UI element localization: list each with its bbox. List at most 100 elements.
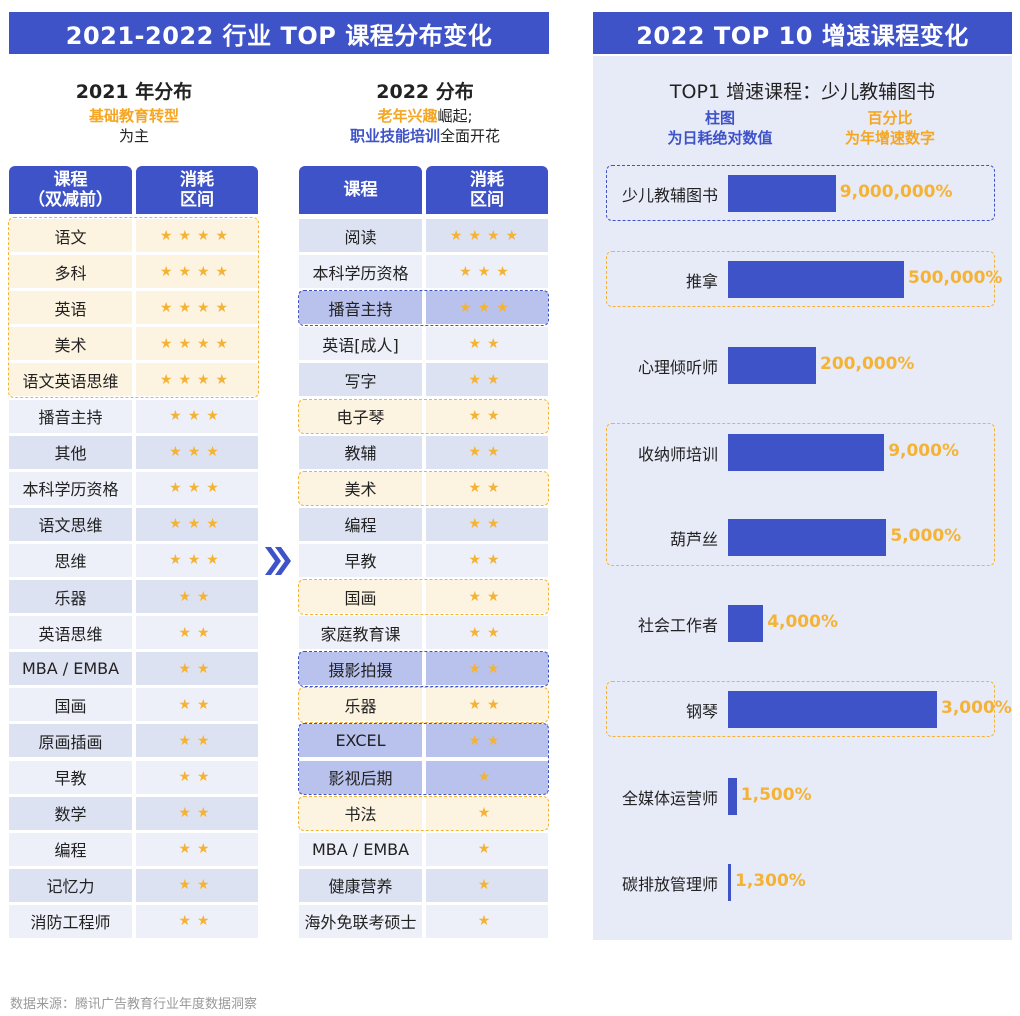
heading-2022: 2022 分布	[376, 81, 474, 103]
star-icon: ★★	[468, 588, 506, 605]
row-2022-level-cell: ★	[426, 760, 548, 794]
note-2022-a-rest: 崛起;	[437, 107, 473, 125]
growth-bar	[728, 346, 816, 384]
row-2021-course-cell: 语文英语思维	[9, 363, 132, 397]
row-2022-level-cell: ★★	[426, 543, 548, 577]
bar-value-label: 200,000%	[820, 354, 915, 374]
row-2021-course-cell: 早教	[9, 760, 132, 794]
row-2021-level-cell: ★★★★	[136, 219, 258, 252]
row-2022-course-cell: 英语[成人]	[299, 327, 422, 361]
row-2021-level-cell: ★★★★	[136, 327, 258, 361]
star-icon: ★★	[468, 408, 506, 424]
col-head-2021-course: 课程 （双减前）	[9, 166, 132, 214]
row-2021-course-cell: 英语	[9, 291, 132, 325]
row-2021-course-cell: 播音主持	[9, 399, 132, 433]
row-2021-level-cell: ★★★	[136, 543, 258, 577]
bar-category-label: 社会工作者	[637, 616, 718, 635]
star-icon: ★	[477, 805, 497, 822]
bar-value-label: 500,000%	[908, 268, 1003, 288]
row-2022-course-cell: 教辅	[299, 435, 422, 469]
star-icon: ★★	[178, 877, 216, 894]
note-2021: 基础教育转型 为主	[9, 106, 259, 146]
row-2022-course-cell: 摄影拍摄	[299, 652, 422, 686]
star-icon: ★★	[468, 335, 506, 352]
star-icon: ★★★	[169, 480, 225, 497]
star-icon: ★★★	[169, 552, 225, 569]
left-title-bar: 2021-2022 行业 TOP 课程分布变化	[9, 12, 549, 54]
star-icon: ★★	[468, 480, 506, 497]
row-2022-course-cell: 电子琴	[299, 399, 422, 433]
legend-pct: 百分比 为年增速数字	[820, 108, 960, 148]
bar-value-label: 9,000,000%	[839, 182, 953, 202]
star-icon: ★★	[468, 660, 506, 677]
growth-bar	[728, 433, 885, 471]
row-2021-level-cell: ★★★★	[136, 363, 258, 397]
growth-bar	[728, 777, 737, 815]
right-title-bar: 2022 TOP 10 增速课程变化	[593, 12, 1012, 54]
row-2022-level-cell: ★★	[426, 399, 548, 433]
row-2021-level-cell: ★★★	[136, 435, 258, 469]
row-2021-course-cell: 编程	[9, 832, 132, 866]
star-icon: ★	[477, 877, 497, 894]
row-2022-course-cell: 播音主持	[299, 291, 422, 325]
row-2022-course-cell: 写字	[299, 363, 422, 397]
bar-category-label: 葫芦丝	[669, 530, 718, 549]
row-2021-level-cell: ★★	[136, 580, 258, 613]
row-2022-level-cell: ★★	[426, 652, 548, 686]
row-2022-level-cell: ★★★★	[426, 219, 548, 252]
legend-bar: 柱图 为日耗绝对数值	[650, 108, 790, 148]
bar-category-label: 推拿	[685, 272, 718, 291]
row-2021-course-cell: 思维	[9, 543, 132, 577]
row-2022-course-cell: 健康营养	[299, 868, 422, 902]
star-icon: ★★★	[169, 516, 225, 533]
bar-category-label: 碳排放管理师	[621, 875, 718, 894]
col-head-2021-course-label: 课程 （双减前）	[28, 170, 113, 210]
star-icon: ★★★★	[159, 371, 235, 388]
star-icon: ★★★★	[159, 335, 235, 352]
row-2022-course-cell: 家庭教育课	[299, 616, 422, 650]
star-icon: ★★★★	[159, 263, 235, 280]
row-2022-level-cell: ★★★	[426, 255, 548, 289]
col-head-2021-level-label: 消耗 区间	[180, 170, 214, 210]
row-2021-course-cell: 多科	[9, 255, 132, 289]
growth-bar	[728, 260, 904, 298]
star-icon: ★★	[468, 516, 506, 533]
row-2021-course-cell: 记忆力	[9, 868, 132, 902]
row-2022-course-cell: 早教	[299, 543, 422, 577]
col-head-2021-level: 消耗 区间	[136, 166, 258, 214]
star-icon: ★★	[468, 624, 506, 641]
row-2022-level-cell: ★★	[426, 471, 548, 505]
bar-value-label: 3,000%	[941, 698, 1012, 718]
star-icon: ★★	[178, 732, 216, 749]
note-2022-b-highlight: 职业技能培训	[349, 127, 440, 145]
star-icon: ★	[477, 913, 497, 930]
note-2022-a-highlight: 老年兴趣	[377, 107, 438, 125]
top1-heading: TOP1 增速课程：少儿教辅图书	[669, 81, 936, 103]
row-2021-course-cell: 原画插画	[9, 724, 132, 758]
star-icon: ★	[477, 769, 497, 785]
growth-bar	[728, 174, 836, 212]
col-head-2022-level: 消耗 区间	[426, 166, 548, 214]
star-icon: ★★	[468, 371, 506, 388]
row-2022-level-cell: ★★	[426, 327, 548, 361]
growth-bar	[728, 604, 764, 642]
chevron-right-icon	[265, 547, 291, 575]
bar-category-label: 全媒体运营师	[621, 789, 718, 808]
note-2021-rest: 为主	[118, 127, 149, 145]
bar-category-label: 心理倾听师	[637, 358, 718, 377]
row-2022-level-cell: ★★	[426, 580, 548, 613]
growth-bar	[728, 863, 731, 901]
row-2021-level-cell: ★★★★	[136, 255, 258, 289]
star-icon: ★★★	[169, 444, 225, 461]
star-icon: ★★	[178, 805, 216, 822]
star-icon: ★★★★	[449, 227, 525, 244]
row-2022-level-cell: ★★	[426, 688, 548, 722]
row-2021-course-cell: 语文思维	[9, 507, 132, 541]
right-title: 2022 TOP 10 增速课程变化	[636, 21, 969, 50]
col-head-2022-course-label: 课程	[343, 180, 378, 200]
star-icon: ★★	[468, 552, 506, 569]
bar-category-label: 收纳师培训	[637, 445, 718, 464]
row-2022-level-cell: ★★	[426, 507, 548, 541]
star-icon: ★★★	[459, 263, 515, 280]
row-2022-course-cell: 编程	[299, 507, 422, 541]
